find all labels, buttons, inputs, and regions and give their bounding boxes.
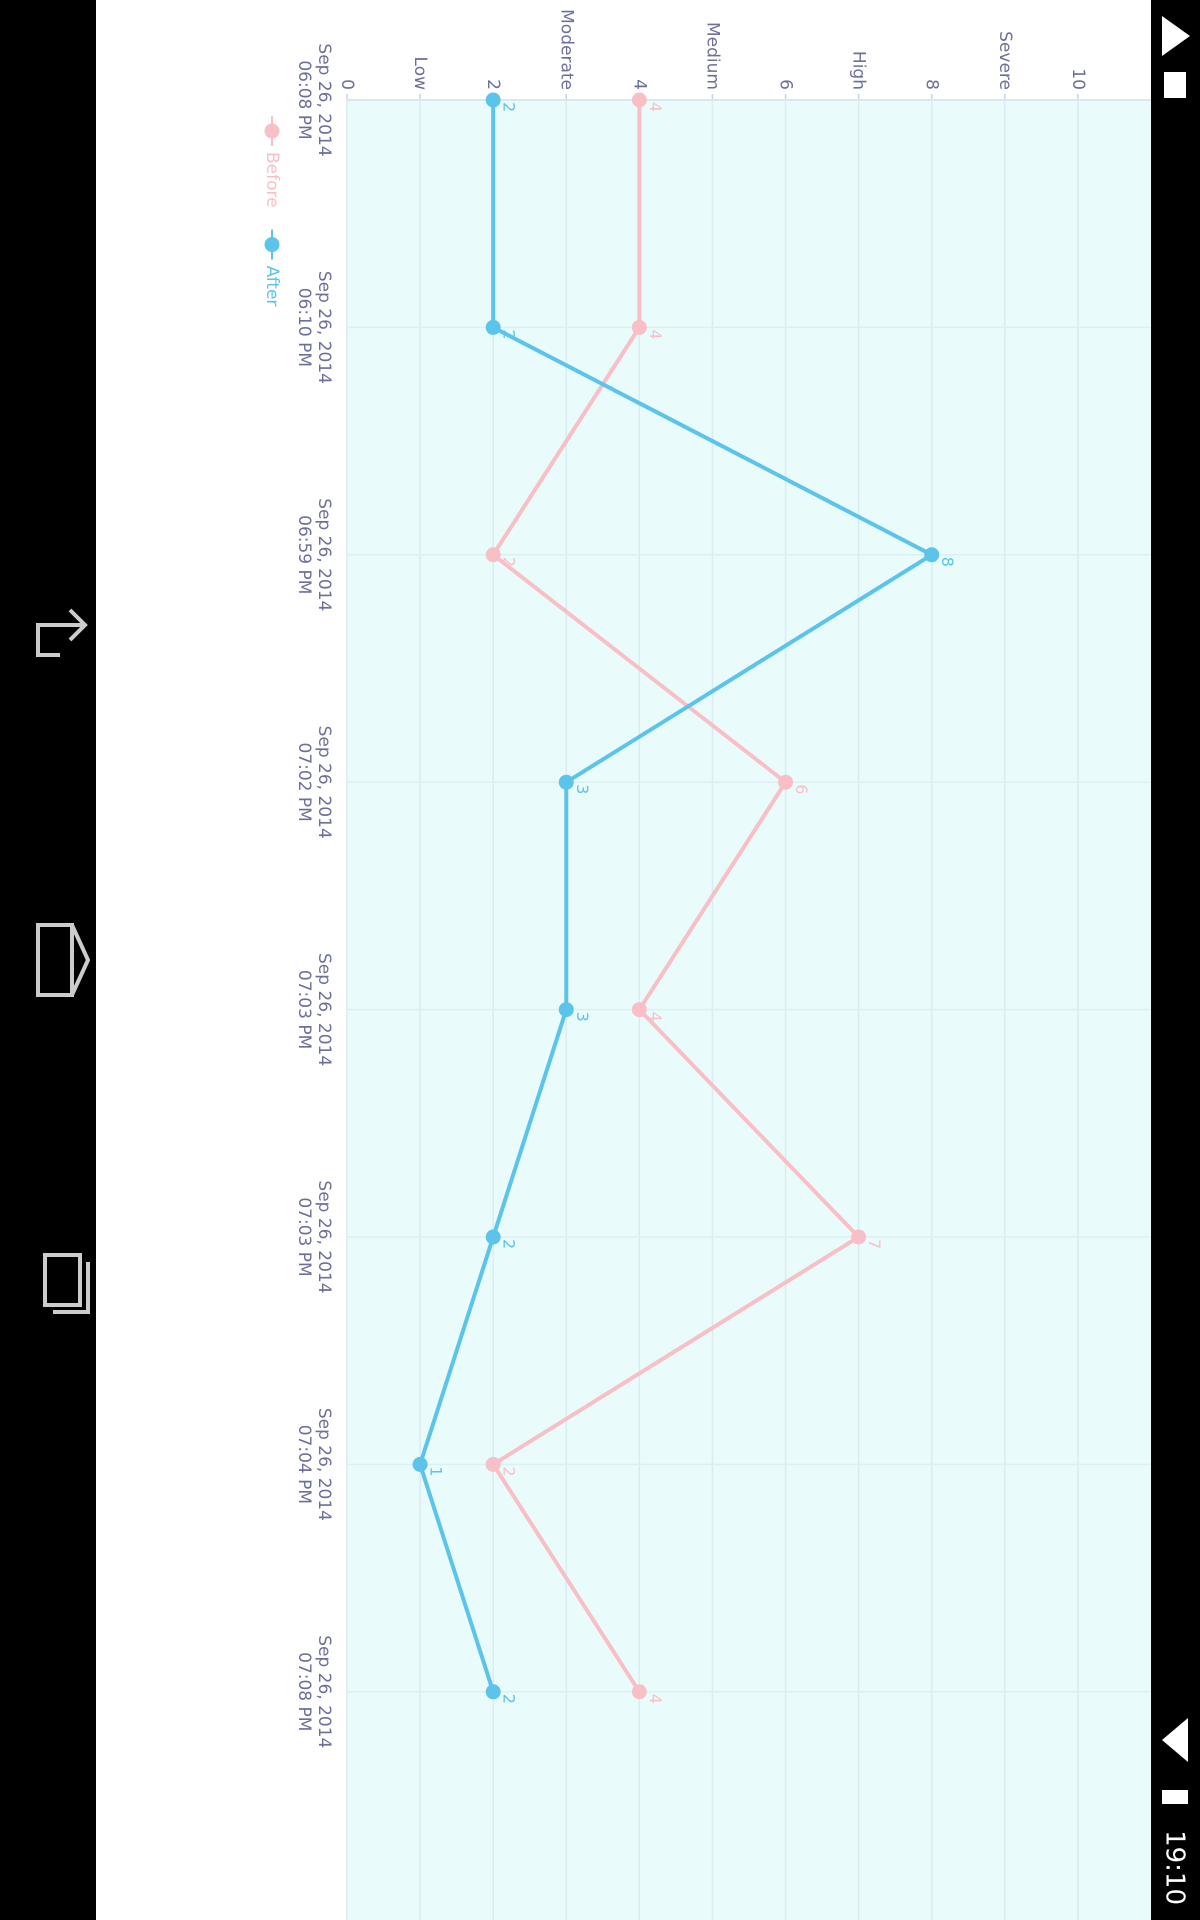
data-point	[485, 1229, 501, 1245]
data-label: 1	[427, 1466, 446, 1476]
x-tick-label: Sep 26, 2014 07:08 PM	[294, 1635, 334, 1749]
home-button[interactable]	[36, 923, 91, 997]
data-point	[485, 547, 501, 563]
y-tick-label: Severe	[995, 31, 1015, 90]
x-tick-label: Sep 26, 2014 06:59 PM	[294, 498, 334, 612]
legend-marker	[264, 123, 280, 139]
clock: 19:10	[1160, 1830, 1190, 1905]
y-tick-label: High	[849, 51, 869, 90]
data-label: 2	[500, 329, 519, 339]
data-point	[485, 92, 501, 108]
data-label: 7	[865, 1239, 884, 1249]
recents-button[interactable]	[43, 1253, 90, 1314]
data-label: 2	[500, 1239, 519, 1249]
x-tick-label: Sep 26, 2014 07:02 PM	[294, 725, 334, 839]
series-line	[490, 100, 862, 1693]
data-label: 4	[646, 1012, 665, 1022]
data-point	[558, 1002, 574, 1018]
back-button[interactable]	[36, 608, 88, 657]
wifi-icon	[1162, 1718, 1188, 1762]
data-label: 8	[938, 557, 957, 567]
data-point	[558, 774, 574, 790]
legend-label: Before	[262, 152, 282, 208]
legend-label: After	[262, 266, 282, 307]
series-line	[417, 100, 936, 1693]
data-point	[631, 1002, 647, 1018]
data-label: 4	[646, 102, 665, 112]
data-label: 2	[500, 1466, 519, 1476]
y-tick-label: 8	[922, 79, 942, 90]
data-point	[778, 774, 794, 790]
y-tick-label: Moderate	[556, 9, 576, 90]
status-bar	[1151, 0, 1200, 1920]
data-point	[851, 1229, 867, 1245]
data-label: 2	[500, 1694, 519, 1704]
y-tick-label: Low	[410, 57, 430, 91]
data-point	[924, 547, 940, 563]
data-label: 2	[500, 557, 519, 567]
data-label: 3	[573, 784, 592, 794]
data-label: 6	[792, 784, 811, 794]
data-point	[485, 319, 501, 335]
legend-marker	[264, 237, 280, 253]
data-point	[485, 1456, 501, 1472]
alert-icon	[1162, 16, 1190, 56]
data-label: 2	[500, 102, 519, 112]
data-point	[412, 1456, 428, 1472]
data-label: 4	[646, 329, 665, 339]
x-tick-label: Sep 26, 2014 06:10 PM	[294, 270, 334, 384]
data-point	[631, 319, 647, 335]
x-tick-label: Sep 26, 2014 07:03 PM	[294, 1180, 334, 1294]
data-label: 3	[573, 1012, 592, 1022]
y-tick-label: 6	[776, 79, 796, 90]
storage-icon	[1164, 72, 1186, 98]
x-tick-label: Sep 26, 2014 06:08 PM	[294, 43, 334, 157]
y-tick-label: 2	[483, 79, 503, 90]
data-point	[485, 1684, 501, 1700]
data-label: 4	[646, 1694, 665, 1704]
y-tick-label: 10	[1068, 68, 1088, 90]
x-tick-label: Sep 26, 2014 07:03 PM	[294, 953, 334, 1067]
y-tick-label: 0	[337, 79, 357, 90]
data-point	[631, 92, 647, 108]
battery-icon	[1162, 1790, 1188, 1804]
x-tick-label: Sep 26, 2014 07:04 PM	[294, 1407, 334, 1521]
y-tick-label: 4	[629, 79, 649, 90]
nav-bar	[0, 0, 96, 1920]
y-tick-label: Medium	[702, 22, 722, 90]
data-point	[631, 1684, 647, 1700]
